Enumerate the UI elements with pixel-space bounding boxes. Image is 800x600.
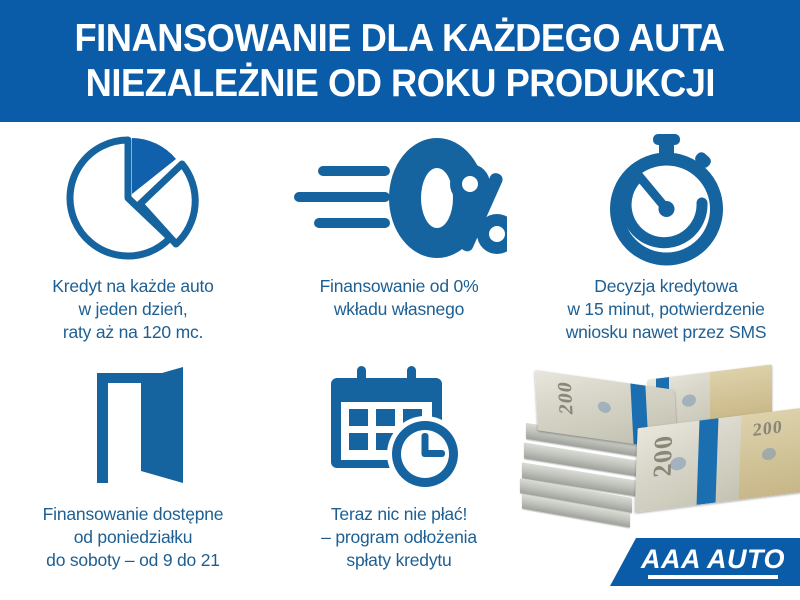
feature-caption: Decyzja kredytowa w 15 minut, potwierdze… [566, 275, 767, 344]
headline-line-2: NIEZALEŻNIE OD ROKU PRODUKCJI [85, 62, 715, 105]
aaa-auto-logo[interactable]: AAA AUTO [610, 538, 800, 586]
caption-line: Kredyt na każde auto [52, 276, 214, 296]
feature-credit-decision: Decyzja kredytowa w 15 minut, potwierdze… [532, 132, 800, 362]
caption-line: Finansowanie od 0% [319, 276, 479, 296]
zero-percent-icon [292, 132, 507, 267]
calendar-clock-icon [329, 360, 469, 495]
feature-caption: Finansowanie dostępne od poniedziałku do… [43, 503, 224, 572]
feature-caption: Kredyt na każde auto w jeden dzień, raty… [52, 275, 214, 344]
pie-chart-icon [58, 132, 208, 267]
feature-zero-percent: Finansowanie od 0% wkładu własnego [266, 132, 532, 362]
caption-line: wniosku nawet przez SMS [565, 322, 767, 342]
logo-underline [648, 575, 778, 579]
caption-line: w jeden dzień, [78, 299, 188, 319]
feature-opening-hours: Finansowanie dostępne od poniedziałku do… [0, 360, 266, 600]
caption-line: raty aż na 120 mc. [62, 322, 204, 342]
stopwatch-icon [599, 132, 734, 267]
headline-line-1: FINANSOWANIE DLA KAŻDEGO AUTA [74, 17, 726, 60]
open-door-icon [63, 360, 203, 495]
money-stacks-image: 200 200 200 [520, 360, 800, 535]
feature-grid: Kredyt na każde auto w jeden dzień, raty… [0, 122, 800, 600]
caption-line: spłaty kredytu [346, 550, 452, 570]
feature-caption: Teraz nic nie płać! – program odłożenia … [321, 503, 477, 572]
caption-line: Teraz nic nie płać! [330, 504, 468, 524]
caption-line: od poniedziałku [73, 527, 193, 547]
header-text-block: FINANSOWANIE DLA KAŻDEGO AUTA NIEZALEŻNI… [0, 0, 800, 122]
feature-caption: Finansowanie od 0% wkładu własnego [320, 275, 479, 321]
caption-line: do soboty – od 9 do 21 [46, 550, 220, 570]
caption-line: Finansowanie dostępne [42, 504, 224, 524]
feature-credit-every-car: Kredyt na każde auto w jeden dzień, raty… [0, 132, 266, 362]
caption-line: wkładu własnego [333, 299, 465, 319]
caption-line: Decyzja kredytowa [594, 276, 738, 296]
header-banner: FINANSOWANIE DLA KAŻDEGO AUTA NIEZALEŻNI… [0, 0, 800, 122]
caption-line: w 15 minut, potwierdzenie [567, 299, 765, 319]
feature-deferred-payment: Teraz nic nie płać! – program odłożenia … [266, 360, 532, 600]
caption-line: – program odłożenia [321, 527, 477, 547]
logo-text: AAA AUTO [641, 544, 785, 574]
